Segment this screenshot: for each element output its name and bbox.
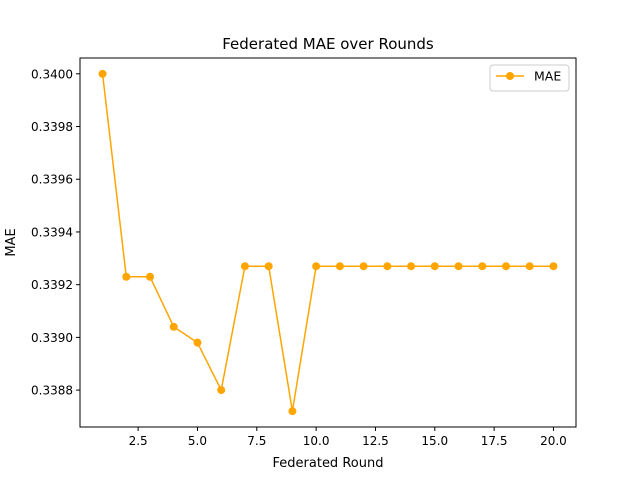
series-line-mae [101,73,554,412]
data-point [288,407,297,416]
x-tick-label: 17.5 [481,434,508,448]
x-tick-label: 12.5 [362,434,389,448]
data-point [335,262,344,271]
x-axis-label: Federated Round [273,456,384,471]
x-axis: 2.5 5.0 7.5 10.0 12.5 15.0 17.5 20.0 [129,427,567,448]
chart-title: Federated MAE over Rounds [222,35,434,53]
y-tick-label: 0.3400 [31,67,73,81]
data-point [240,262,249,271]
data-point [407,262,416,271]
x-tick-label: 15.0 [421,434,448,448]
y-axis: 0.3388 0.3390 0.3392 0.3394 0.3396 0.3398 0.34… [31,67,80,398]
data-point [383,262,392,271]
y-tick-label: 0.3392 [31,278,73,292]
data-point [430,262,439,271]
y-tick-label: 0.3396 [31,173,73,187]
data-point [478,262,487,271]
y-tick-label: 0.3394 [31,225,73,239]
y-tick-label: 0.3388 [31,384,73,398]
data-point [146,272,155,281]
y-axis-label: MAE [4,228,19,256]
legend-box [489,64,570,92]
data-point [122,272,131,281]
legend-marker-swatch [506,72,514,80]
data-point [217,386,226,395]
data-point [359,262,368,271]
y-tick-label: 0.3398 [31,120,73,134]
x-tick-label: 7.5 [247,434,266,448]
data-point [193,338,202,347]
x-tick-label: 20.0 [540,434,567,448]
legend-entry-mae: MAE [534,69,561,84]
data-point [525,262,534,271]
series-layer [98,69,558,416]
legend: MAE [489,64,570,92]
x-tick-label: 2.5 [129,434,148,448]
plot-area-frame [79,57,577,428]
data-point [264,262,273,271]
data-point [454,262,463,271]
data-point [98,69,107,78]
data-point [549,262,558,271]
data-point [169,322,178,331]
x-tick-label: 5.0 [188,434,207,448]
data-point [312,262,321,271]
x-tick-label: 10.0 [303,434,330,448]
y-tick-label: 0.3390 [31,331,73,345]
data-point [501,262,510,271]
